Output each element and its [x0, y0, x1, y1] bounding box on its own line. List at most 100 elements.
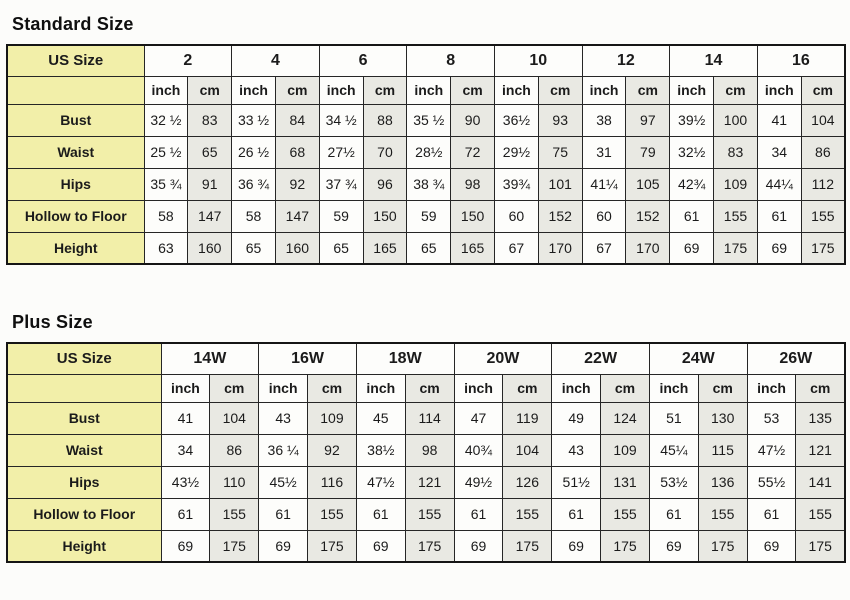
inch-value: 33 ½: [231, 103, 276, 137]
inch-value: 40¾: [453, 433, 504, 467]
size-header: 4: [231, 44, 320, 77]
row-label: Hips: [6, 167, 145, 201]
inch-value: 39½: [669, 103, 715, 137]
cm-value: 68: [274, 135, 320, 169]
cm-value: 155: [800, 199, 846, 233]
cm-value: 155: [307, 497, 357, 531]
inch-value: 45: [355, 401, 406, 435]
size-header: 8: [406, 44, 495, 77]
inch-value: 61: [648, 497, 699, 531]
cm-value: 110: [209, 465, 260, 499]
cm-value: 104: [502, 433, 553, 467]
size-header: 10: [494, 44, 583, 77]
cm-value: 91: [187, 167, 233, 201]
measurement-row: Bust 32 ½ 83 33 ½ 84 34 ½ 88 35 ½ 90 36½ 93 38 97 39½…: [6, 103, 846, 137]
inch-value: 65: [318, 231, 364, 265]
cm-value: 155: [404, 497, 455, 531]
cm-value: 152: [537, 199, 583, 233]
cm-value: 130: [697, 401, 748, 435]
cm-value: 109: [600, 433, 650, 467]
us-size-label: US Size: [6, 44, 145, 77]
cm-value: 175: [600, 529, 650, 563]
inch-value: 45½: [258, 465, 309, 499]
cm-value: 101: [537, 167, 583, 201]
inch-value: 65: [406, 231, 452, 265]
cm-header: cm: [307, 373, 357, 403]
inch-value: 69: [355, 529, 406, 563]
cm-value: 155: [502, 497, 553, 531]
row-label: Bust: [6, 103, 145, 137]
measurement-row: Waist 25 ½ 65 26 ½ 68 27½ 70 28½ 72 29½ 75 31 79 32½ 8…: [6, 135, 846, 169]
cm-value: 165: [450, 231, 495, 265]
cm-value: 175: [800, 231, 846, 265]
inch-value: 69: [746, 529, 797, 563]
plus-size-table: US Size 14W 16W 18W 20W 22W 24W 26W inch cm inch cm…: [6, 342, 846, 563]
cm-value: 92: [274, 167, 320, 201]
inch-value: 67: [494, 231, 539, 265]
inch-value: 43: [551, 433, 602, 467]
cm-value: 147: [274, 199, 320, 233]
cm-value: 170: [625, 231, 671, 265]
size-header: 14: [669, 44, 758, 77]
cm-value: 155: [209, 497, 260, 531]
inch-value: 51: [648, 401, 699, 435]
cm-header: cm: [362, 75, 408, 105]
cm-header: cm: [537, 75, 583, 105]
inch-value: 34: [160, 433, 211, 467]
inch-value: 69: [648, 529, 699, 563]
cm-value: 136: [697, 465, 748, 499]
inch-value: 28½: [406, 135, 452, 169]
inch-value: 31: [581, 135, 627, 169]
inch-value: 69: [160, 529, 211, 563]
cm-value: 160: [274, 231, 320, 265]
inch-value: 69: [551, 529, 602, 563]
inch-value: 53: [746, 401, 797, 435]
inch-value: 61: [258, 497, 309, 531]
inch-value: 37 ¾: [318, 167, 364, 201]
cm-value: 109: [713, 167, 758, 201]
inch-header: inch: [258, 373, 309, 403]
size-header: 26W: [746, 342, 846, 375]
inch-value: 34: [756, 135, 802, 169]
cm-header: cm: [713, 75, 758, 105]
inch-value: 35 ½: [406, 103, 452, 137]
inch-value: 65: [231, 231, 276, 265]
inch-value: 35 ¾: [143, 167, 189, 201]
inch-value: 67: [581, 231, 627, 265]
inch-value: 25 ½: [143, 135, 189, 169]
inch-value: 61: [453, 497, 504, 531]
cm-value: 155: [795, 497, 846, 531]
inch-value: 32½: [669, 135, 715, 169]
inch-value: 38½: [355, 433, 406, 467]
inch-value: 36 ¾: [231, 167, 276, 201]
cm-value: 84: [274, 103, 320, 137]
cm-value: 83: [187, 103, 233, 137]
cm-value: 175: [713, 231, 758, 265]
size-header: 20W: [453, 342, 553, 375]
cm-value: 121: [795, 433, 846, 467]
cm-value: 175: [697, 529, 748, 563]
cm-value: 109: [307, 401, 357, 435]
inch-value: 36 ¼: [258, 433, 309, 467]
inch-value: 69: [669, 231, 715, 265]
inch-header: inch: [551, 373, 602, 403]
cm-value: 96: [362, 167, 408, 201]
size-header: 24W: [648, 342, 748, 375]
inch-value: 38: [581, 103, 627, 137]
cm-header: cm: [625, 75, 671, 105]
cm-value: 170: [537, 231, 583, 265]
measurement-row: Bust 41 104 43 109 45 114 47 119 49 124 51 130 53 135: [6, 401, 846, 435]
cm-value: 92: [307, 433, 357, 467]
inch-value: 58: [231, 199, 276, 233]
cm-value: 104: [800, 103, 846, 137]
measurement-row: Height 63 160 65 160 65 165 65 165 67 170 67 170 69 17…: [6, 231, 846, 265]
size-header: 22W: [551, 342, 650, 375]
inch-value: 47½: [355, 465, 406, 499]
inch-value: 26 ½: [231, 135, 276, 169]
cm-value: 121: [404, 465, 455, 499]
inch-value: 61: [669, 199, 715, 233]
measurement-row: Waist 34 86 36 ¼ 92 38½ 98 40¾ 104 43 109 45¼ 115 47½…: [6, 433, 846, 467]
inch-value: 41¼: [581, 167, 627, 201]
cm-value: 175: [404, 529, 455, 563]
size-header: 18W: [355, 342, 455, 375]
